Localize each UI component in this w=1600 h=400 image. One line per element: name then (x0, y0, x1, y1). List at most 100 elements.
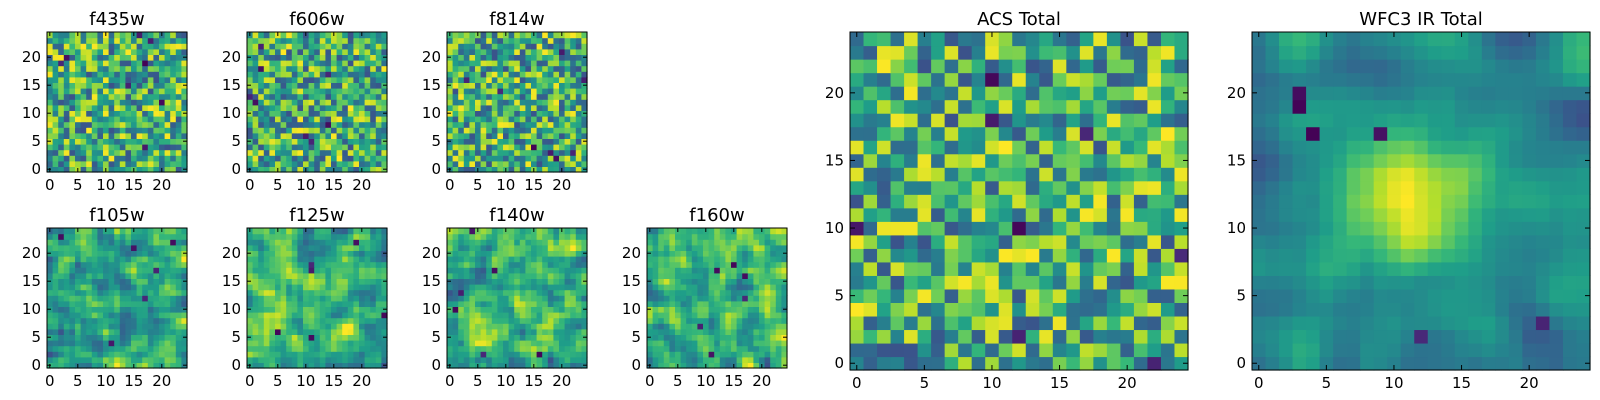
heatmap-cell (119, 54, 126, 61)
heatmap-cell (297, 362, 304, 369)
heatmap-cell (263, 104, 270, 111)
heatmap-cell (770, 228, 777, 235)
heatmap-cell (971, 194, 986, 209)
heatmap-cell (514, 121, 521, 128)
heatmap-cell (708, 267, 715, 274)
heatmap-cell (181, 244, 188, 251)
heatmap-cell (80, 99, 87, 106)
heatmap-cell (291, 132, 298, 139)
x-tick-label: 0 (45, 176, 55, 194)
heatmap-cell (458, 32, 465, 39)
heatmap-cell (647, 289, 654, 296)
heatmap-cell (63, 93, 70, 100)
heatmap-cell (904, 342, 919, 358)
heatmap-cell (697, 256, 704, 263)
heatmap-cell (136, 244, 143, 251)
heatmap-cell (944, 180, 959, 195)
heatmap-cell (575, 272, 582, 279)
heatmap-cell (491, 267, 498, 274)
heatmap-cell (364, 88, 371, 95)
heatmap-cell (331, 328, 338, 335)
heatmap-cell (931, 234, 946, 249)
heatmap-cell (703, 334, 710, 341)
heatmap-cell (463, 250, 470, 257)
heatmap-cell (491, 272, 498, 279)
heatmap-cell (542, 43, 549, 50)
heatmap-cell (164, 356, 171, 363)
heatmap-cell (131, 155, 138, 162)
heatmap-cell (170, 54, 177, 61)
heatmap-cell (575, 239, 582, 246)
heatmap-cell (658, 250, 665, 257)
heatmap-cell (519, 317, 526, 324)
heatmap-cell (736, 362, 743, 369)
heatmap-cell (275, 155, 282, 162)
heatmap-cell (463, 284, 470, 291)
heatmap-cell (359, 155, 366, 162)
heatmap-cell (175, 306, 182, 313)
heatmap-cell (142, 144, 149, 151)
heatmap-cell (559, 132, 566, 139)
heatmap-cell (86, 351, 93, 358)
heatmap-cell (370, 250, 377, 257)
heatmap-cell (553, 300, 560, 307)
heatmap-cell (1120, 356, 1135, 371)
heatmap-cell (269, 160, 276, 167)
heatmap-cell (703, 328, 710, 335)
heatmap-cell (917, 342, 932, 358)
heatmap-cell (308, 233, 315, 240)
heatmap-cell (364, 144, 371, 151)
heatmap-cell (170, 127, 177, 134)
heatmap-cell (314, 71, 321, 78)
heatmap-cell (503, 71, 510, 78)
y-tick-label: 10 (422, 104, 441, 122)
heatmap-cell (75, 250, 82, 257)
heatmap-cell (303, 284, 310, 291)
heatmap-cell (1174, 288, 1189, 303)
heatmap-cell (985, 302, 1000, 317)
heatmap-cell (931, 302, 946, 317)
heatmap-cell (86, 82, 93, 89)
heatmap-cell (675, 323, 682, 330)
heatmap-cell (452, 256, 459, 263)
heatmap-cell (714, 250, 721, 257)
heatmap-cell (142, 312, 149, 319)
heatmap-cell (353, 323, 360, 330)
heatmap-cell (877, 315, 892, 331)
heatmap-cell (736, 289, 743, 296)
heatmap-cell (364, 233, 371, 240)
heatmap-cell (275, 110, 282, 117)
heatmap-cell (336, 267, 343, 274)
heatmap-cell (542, 233, 549, 240)
heatmap-cell (719, 284, 726, 291)
heatmap-cell (75, 76, 82, 83)
heatmap-cell (331, 155, 338, 162)
heatmap-cell (291, 261, 298, 268)
heatmap-cell (998, 207, 1013, 222)
heatmap-cell (452, 160, 459, 167)
heatmap-cell (1039, 248, 1054, 263)
heatmap-cell (971, 261, 986, 276)
heatmap-cell (775, 356, 782, 363)
heatmap-cell (944, 194, 959, 209)
heatmap-cell (469, 99, 476, 106)
heatmap-cell (91, 166, 98, 173)
heatmap-cell (480, 160, 487, 167)
heatmap-cell (452, 334, 459, 341)
heatmap-cell (269, 43, 276, 50)
heatmap-cell (80, 110, 87, 117)
heatmap-cell (359, 48, 366, 55)
heatmap-cell (286, 356, 293, 363)
heatmap-cell (291, 110, 298, 117)
heatmap-cell (469, 82, 476, 89)
heatmap-cell (75, 284, 82, 291)
heatmap-cell (570, 127, 577, 134)
heatmap-cell (325, 76, 332, 83)
heatmap-cell (536, 132, 543, 139)
heatmap-cell (319, 32, 326, 39)
heatmap-cell (570, 149, 577, 156)
heatmap-cell (475, 278, 482, 285)
heatmap-cell (291, 284, 298, 291)
heatmap-cell (480, 289, 487, 296)
